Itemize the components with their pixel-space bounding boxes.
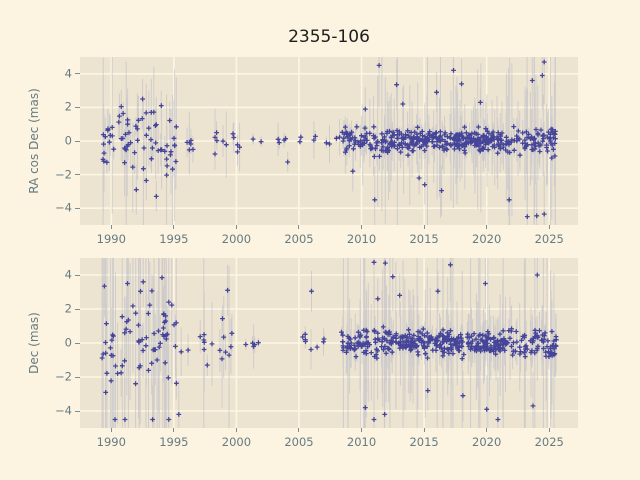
y-tick-mark	[75, 174, 80, 176]
y-tick-label: 2	[64, 100, 72, 115]
x-tick-label: 2025	[534, 232, 564, 246]
x-tick-label: 2020	[472, 435, 502, 449]
data-point-markers	[99, 259, 559, 422]
x-tick-label: 2025	[534, 435, 564, 449]
y-tick-label: 0	[64, 335, 72, 350]
y-tick-mark	[75, 342, 80, 344]
x-tick-mark	[423, 428, 425, 432]
y-tick-label: 4	[64, 66, 72, 81]
x-tick-label: 1990	[96, 232, 126, 246]
data-point-markers	[100, 59, 558, 219]
x-tick-mark	[423, 225, 425, 229]
x-tick-mark	[548, 225, 550, 229]
y-tick-label: 4	[64, 267, 72, 282]
ra-plot-area	[80, 57, 578, 225]
y-tick-label: 2	[64, 301, 72, 316]
x-tick-label: 1990	[96, 435, 126, 449]
x-tick-label: 2015	[409, 435, 439, 449]
dec-plot-canvas	[80, 258, 578, 428]
x-tick-label: 1995	[159, 232, 189, 246]
x-tick-mark	[486, 225, 488, 229]
x-tick-label: 2015	[409, 232, 439, 246]
y-tick-mark	[75, 73, 80, 75]
x-tick-mark	[486, 428, 488, 432]
x-tick-label: 2010	[346, 232, 377, 246]
x-tick-mark	[235, 428, 237, 432]
x-tick-mark	[110, 428, 112, 432]
x-tick-label: 2000	[221, 232, 252, 246]
x-tick-mark	[361, 428, 363, 432]
y-tick-mark	[75, 140, 80, 142]
x-tick-mark	[173, 225, 175, 229]
x-tick-label: 1995	[159, 435, 189, 449]
x-tick-label: 2010	[346, 435, 377, 449]
x-tick-mark	[298, 428, 300, 432]
ra-plot-canvas	[80, 57, 578, 225]
x-tick-mark	[298, 225, 300, 229]
x-tick-mark	[110, 225, 112, 229]
y-tick-mark	[75, 207, 80, 209]
x-tick-mark	[235, 225, 237, 229]
x-tick-mark	[173, 428, 175, 432]
x-tick-mark	[548, 428, 550, 432]
y-tick-label: −4	[55, 403, 72, 418]
y-tick-mark	[75, 308, 80, 310]
chart-title: 2355-106	[288, 27, 370, 47]
dec-plot-area	[80, 258, 578, 428]
x-tick-label: 2005	[284, 232, 314, 246]
y-tick-mark	[75, 410, 80, 412]
x-tick-label: 2005	[284, 435, 314, 449]
y-tick-label: −2	[55, 167, 72, 182]
x-tick-label: 2020	[472, 232, 502, 246]
y-tick-label: −4	[55, 200, 72, 215]
x-tick-label: 2000	[221, 435, 252, 449]
y-tick-mark	[75, 376, 80, 378]
x-tick-mark	[361, 225, 363, 229]
y-tick-label: −2	[55, 369, 72, 384]
y-tick-mark	[75, 106, 80, 108]
y-tick-mark	[75, 274, 80, 276]
y-tick-label: 0	[64, 133, 72, 148]
